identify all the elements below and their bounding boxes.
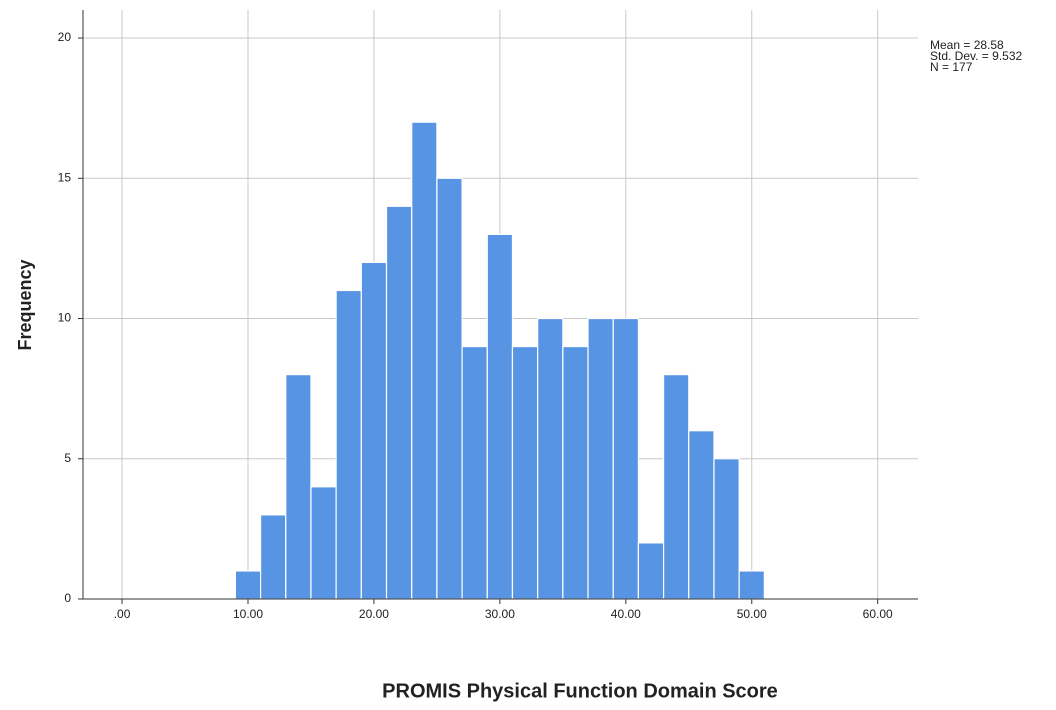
bar	[436, 177, 463, 600]
x-axis-label: PROMIS Physical Function Domain Score	[382, 680, 778, 702]
x-tick-label: 30.00	[485, 607, 515, 621]
y-tick-label: 15	[58, 170, 72, 184]
bar	[637, 542, 665, 600]
x-tick-label: 60.00	[863, 607, 893, 621]
bar	[537, 317, 564, 600]
bar	[738, 570, 765, 600]
bar	[486, 233, 514, 600]
bar	[612, 317, 640, 600]
y-tick-label: 0	[64, 591, 71, 605]
y-tick-label: 5	[64, 451, 71, 465]
y-tick-label: 20	[58, 30, 72, 44]
stats-annotation: Std. Dev. = 9.532	[930, 49, 1022, 63]
bar	[587, 317, 614, 600]
x-tick-label: .00	[114, 607, 131, 621]
stats-annotation: N = 177	[930, 60, 973, 74]
bar	[662, 374, 690, 600]
x-tick-label: 50.00	[737, 607, 767, 621]
bar	[562, 345, 589, 600]
y-axis-label: Frequency	[15, 259, 35, 350]
bar	[335, 289, 362, 600]
stats-annotation: Mean = 28.58	[930, 38, 1004, 52]
x-tick-label: 10.00	[233, 607, 263, 621]
y-tick-label: 10	[58, 311, 72, 325]
bar	[285, 374, 312, 600]
bar	[461, 345, 488, 600]
bar	[234, 570, 262, 600]
bar	[411, 121, 438, 600]
bar	[310, 486, 337, 600]
bar	[713, 458, 740, 600]
bar	[688, 430, 715, 600]
x-tick-label: 20.00	[359, 607, 389, 621]
bar	[360, 261, 388, 600]
x-tick-label: 40.00	[611, 607, 641, 621]
bar	[259, 514, 287, 600]
bar	[385, 205, 413, 600]
bar	[511, 345, 539, 600]
